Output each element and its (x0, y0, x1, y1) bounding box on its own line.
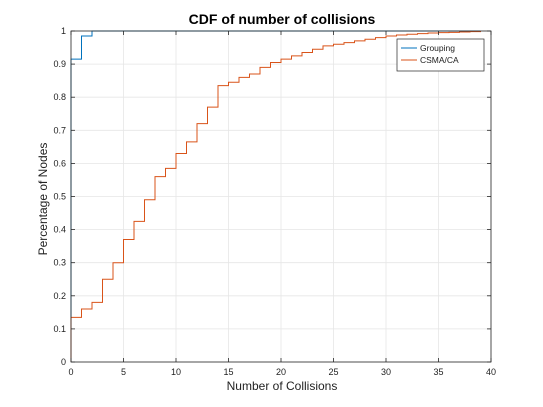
legend-entry: Grouping (420, 43, 455, 53)
x-tick-label: 25 (328, 367, 338, 377)
y-axis-label: Percentage of Nodes (36, 143, 50, 256)
x-tick-label: 35 (433, 367, 443, 377)
y-tick-label: 0.1 (53, 324, 66, 334)
legend-box (396, 38, 485, 72)
legend: Grouping CSMA/CA (396, 38, 485, 72)
x-tick-label: 15 (223, 367, 233, 377)
y-tick-label: 0.5 (53, 192, 66, 202)
x-tick-label: 40 (486, 367, 496, 377)
x-axis-label: Number of Collisions (227, 379, 338, 393)
y-tick-label: 0.9 (53, 59, 66, 69)
y-axis-ticks: 0 0.1 0.2 0.3 0.4 0.5 0.6 0.7 0.8 0.9 1 (53, 26, 491, 367)
x-tick-label: 0 (68, 367, 73, 377)
x-tick-label: 10 (171, 367, 181, 377)
chart-title: CDF of number of collisions (189, 11, 376, 27)
y-tick-label: 0.8 (53, 92, 66, 102)
x-tick-label: 30 (381, 367, 391, 377)
y-tick-label: 0.2 (53, 291, 66, 301)
series-line-2 (70, 31, 481, 362)
y-tick-label: 0 (61, 357, 66, 367)
x-tick-label: 5 (121, 367, 126, 377)
y-tick-label: 1 (61, 26, 66, 36)
x-axis-ticks: 0 5 10 15 20 25 30 35 40 (68, 31, 496, 377)
y-tick-label: 0.7 (53, 125, 66, 135)
y-tick-label: 0.3 (53, 258, 66, 268)
y-tick-label: 0.4 (53, 225, 66, 235)
legend-entry: CSMA/CA (420, 55, 459, 65)
y-tick-label: 0.6 (53, 158, 66, 168)
x-tick-label: 20 (276, 367, 286, 377)
